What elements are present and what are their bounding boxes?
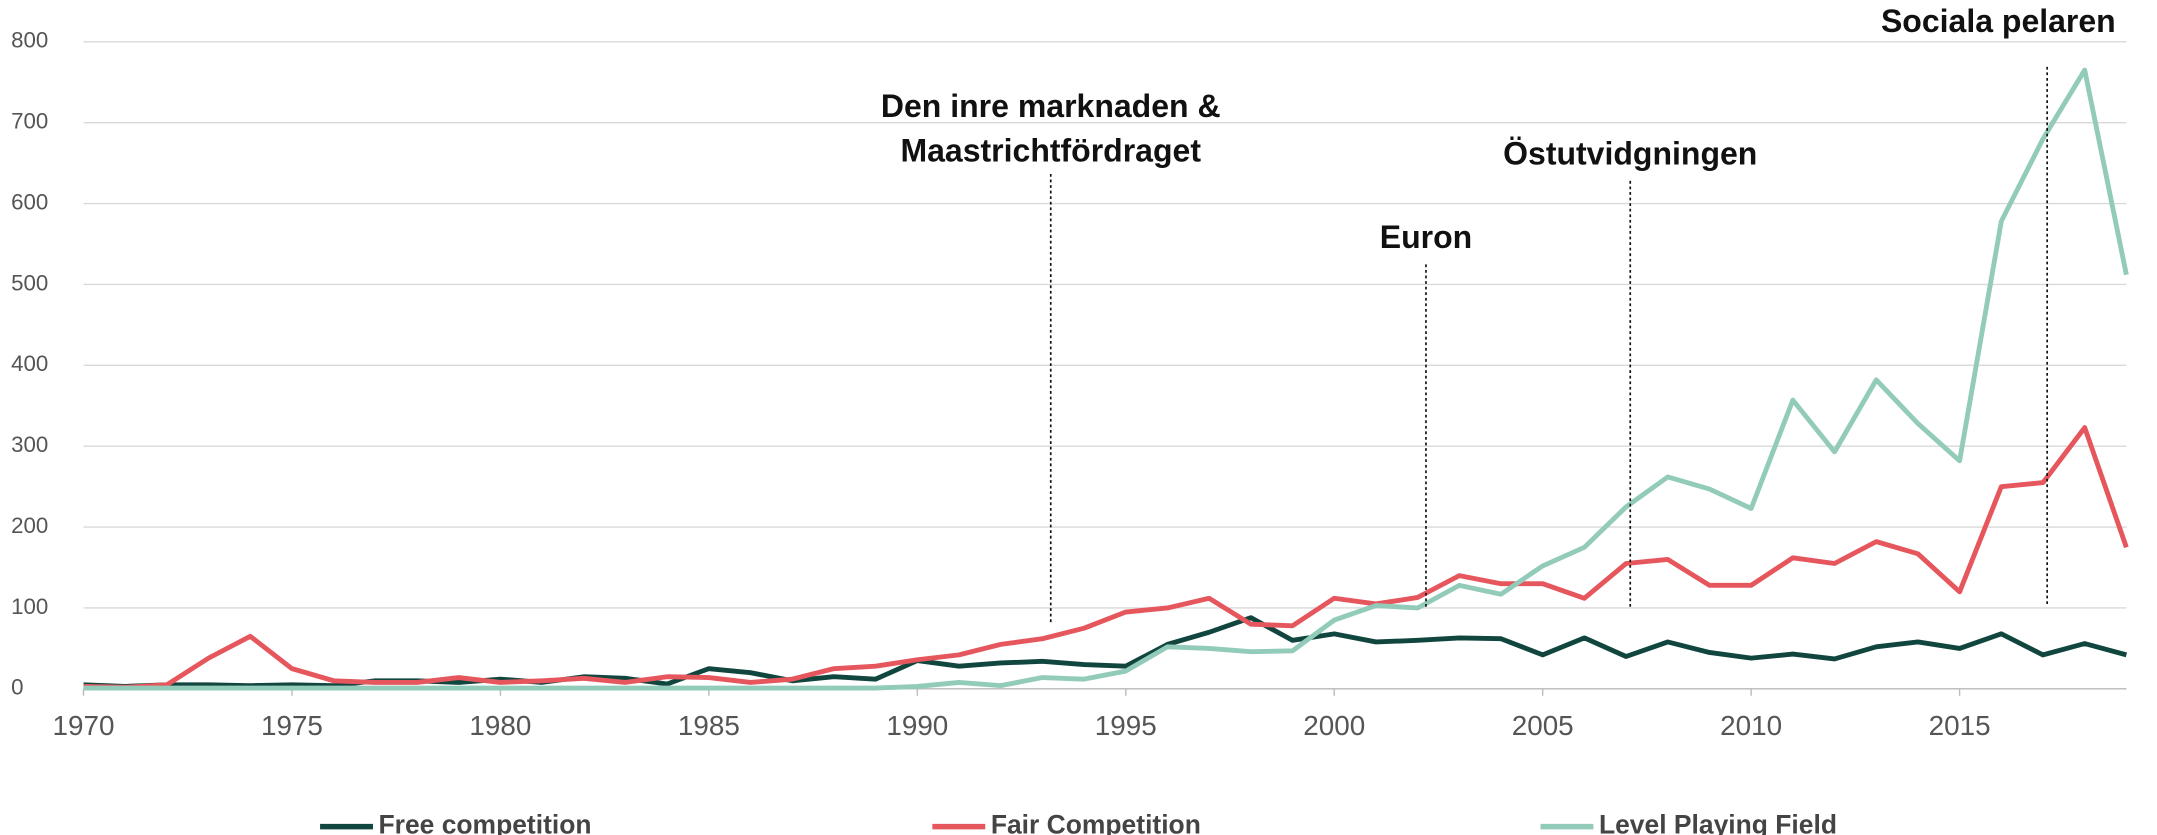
legend-label: Fair Competition <box>991 810 1201 835</box>
y-tick-label: 300 <box>11 432 48 457</box>
series-line <box>83 425 2129 690</box>
legend-label: Level Playing Field <box>1599 810 1837 835</box>
y-tick-label: 200 <box>11 513 48 538</box>
y-tick-label: 800 <box>11 28 48 53</box>
y-tick-label: 700 <box>11 109 48 134</box>
y-tick-label: 600 <box>11 189 48 214</box>
x-tick-label: 2010 <box>1720 710 1782 741</box>
x-tick-label: 2005 <box>1512 710 1574 741</box>
x-tick-label: 2000 <box>1303 710 1365 741</box>
annotation-label: Östutvidgningen <box>1503 135 1757 171</box>
annotation-label: Euron <box>1380 219 1472 255</box>
x-tick-label: 1970 <box>53 710 115 741</box>
legend-label: Free competition <box>379 810 592 835</box>
y-tick-label: 0 <box>11 675 23 700</box>
annotation-label: Sociala pelaren <box>1881 3 2116 39</box>
series-line <box>83 67 2129 691</box>
y-tick-label: 100 <box>11 594 48 619</box>
x-tick-label: 1995 <box>1095 710 1157 741</box>
y-tick-label: 400 <box>11 351 48 376</box>
y-tick-label: 500 <box>11 270 48 295</box>
x-tick-label: 1985 <box>678 710 740 741</box>
x-tick-label: 1975 <box>261 710 323 741</box>
x-tick-label: 2015 <box>1929 710 1991 741</box>
x-tick-label: 1990 <box>886 710 948 741</box>
annotation-label: Den inre marknaden & <box>881 88 1221 124</box>
annotation-label: Maastrichtfördraget <box>900 133 1201 169</box>
x-tick-label: 1980 <box>469 710 531 741</box>
